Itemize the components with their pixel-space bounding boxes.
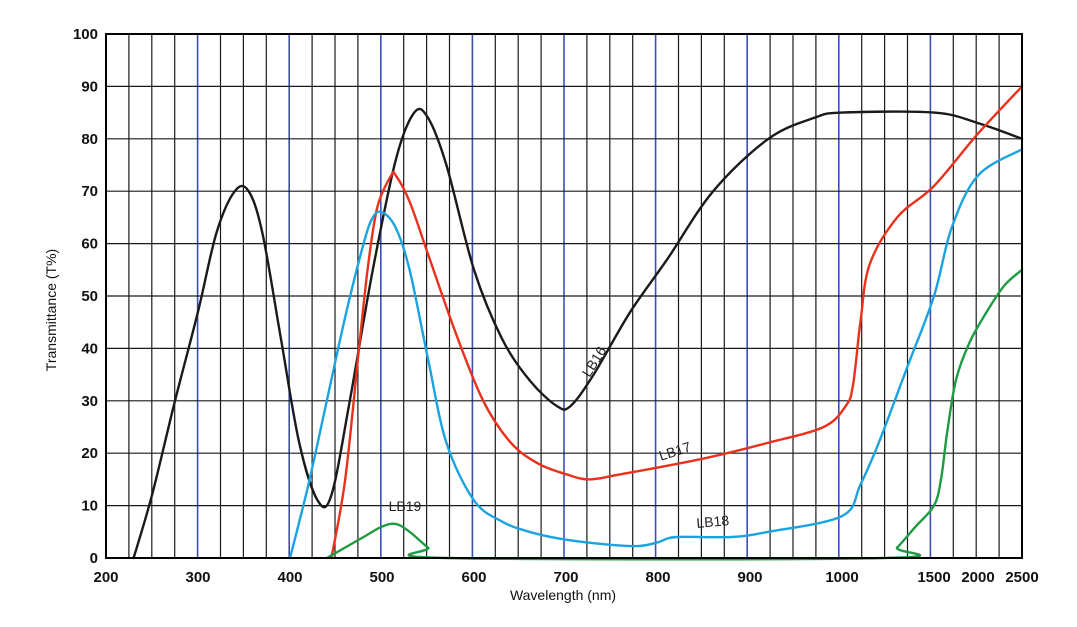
- y-tick-labels: 0 10 20 30 40 50 60 70 80 90 100: [73, 26, 98, 567]
- y-tick-label: 40: [81, 340, 98, 357]
- x-tick-label: 500: [369, 569, 394, 586]
- y-tick-label: 10: [81, 498, 98, 515]
- y-tick-label: 20: [81, 445, 98, 462]
- y-tick-label: 60: [81, 236, 98, 253]
- grid: [106, 34, 1022, 558]
- y-tick-label: 70: [81, 183, 98, 200]
- x-tick-label: 800: [645, 569, 670, 586]
- series-line-lb19: [325, 268, 1024, 561]
- series-label-lb17: LB17: [657, 438, 693, 463]
- x-tick-label: 2000: [961, 569, 994, 586]
- series-layer: [132, 85, 1024, 561]
- plot-frame: [105, 33, 1023, 559]
- x-tick-label: 200: [93, 569, 118, 586]
- x-tick-label: 1500: [917, 569, 950, 586]
- series-line-lb17: [330, 85, 1024, 560]
- y-tick-label: 50: [81, 288, 98, 305]
- x-tick-label: 2500: [1005, 569, 1038, 586]
- x-axis-label: Wavelength (nm): [510, 587, 616, 603]
- y-axis-label: Transmittance (T%): [43, 249, 59, 371]
- y-tick-label: 90: [81, 78, 98, 95]
- x-tick-label: 400: [277, 569, 302, 586]
- y-tick-label: 30: [81, 393, 98, 410]
- x-tick-label: 300: [185, 569, 210, 586]
- y-tick-label: 0: [90, 550, 98, 567]
- x-tick-label: 1000: [825, 569, 858, 586]
- x-tick-label: 900: [737, 569, 762, 586]
- y-tick-label: 80: [81, 131, 98, 148]
- y-tick-label: 100: [73, 26, 98, 43]
- series-label-lb18: LB18: [696, 512, 730, 531]
- x-tick-label: 600: [461, 569, 486, 586]
- x-tick-labels: 200 300 400 500 600 700 800 900 1000 1500 2000 2500: [93, 569, 1038, 586]
- series-label-lb19: LB19: [389, 498, 422, 514]
- x-tick-label: 700: [553, 569, 578, 586]
- series-line-lb16: [132, 107, 1024, 560]
- series-line-lb18: [288, 148, 1024, 560]
